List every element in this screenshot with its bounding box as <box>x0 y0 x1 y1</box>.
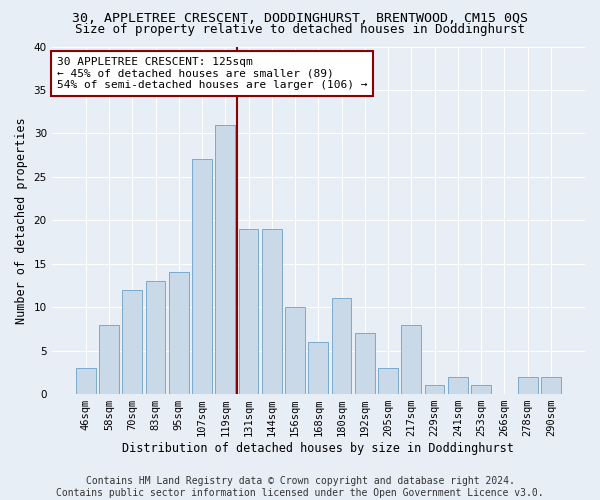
Bar <box>355 334 375 394</box>
Bar <box>169 272 188 394</box>
Bar <box>378 368 398 394</box>
Bar <box>122 290 142 394</box>
Bar <box>76 368 95 394</box>
Text: Contains HM Land Registry data © Crown copyright and database right 2024.
Contai: Contains HM Land Registry data © Crown c… <box>56 476 544 498</box>
Y-axis label: Number of detached properties: Number of detached properties <box>15 117 28 324</box>
Bar <box>146 281 166 394</box>
Bar <box>401 324 421 394</box>
Bar <box>425 386 445 394</box>
X-axis label: Distribution of detached houses by size in Doddinghurst: Distribution of detached houses by size … <box>122 442 514 455</box>
Text: 30 APPLETREE CRESCENT: 125sqm
← 45% of detached houses are smaller (89)
54% of s: 30 APPLETREE CRESCENT: 125sqm ← 45% of d… <box>57 57 367 90</box>
Bar <box>192 160 212 394</box>
Bar <box>332 298 352 394</box>
Bar <box>285 307 305 394</box>
Bar <box>308 342 328 394</box>
Bar <box>471 386 491 394</box>
Bar <box>99 324 119 394</box>
Bar <box>448 376 468 394</box>
Bar <box>541 376 561 394</box>
Text: 30, APPLETREE CRESCENT, DODDINGHURST, BRENTWOOD, CM15 0QS: 30, APPLETREE CRESCENT, DODDINGHURST, BR… <box>72 12 528 26</box>
Bar <box>518 376 538 394</box>
Bar <box>239 229 259 394</box>
Bar <box>215 124 235 394</box>
Text: Size of property relative to detached houses in Doddinghurst: Size of property relative to detached ho… <box>75 22 525 36</box>
Bar <box>262 229 282 394</box>
